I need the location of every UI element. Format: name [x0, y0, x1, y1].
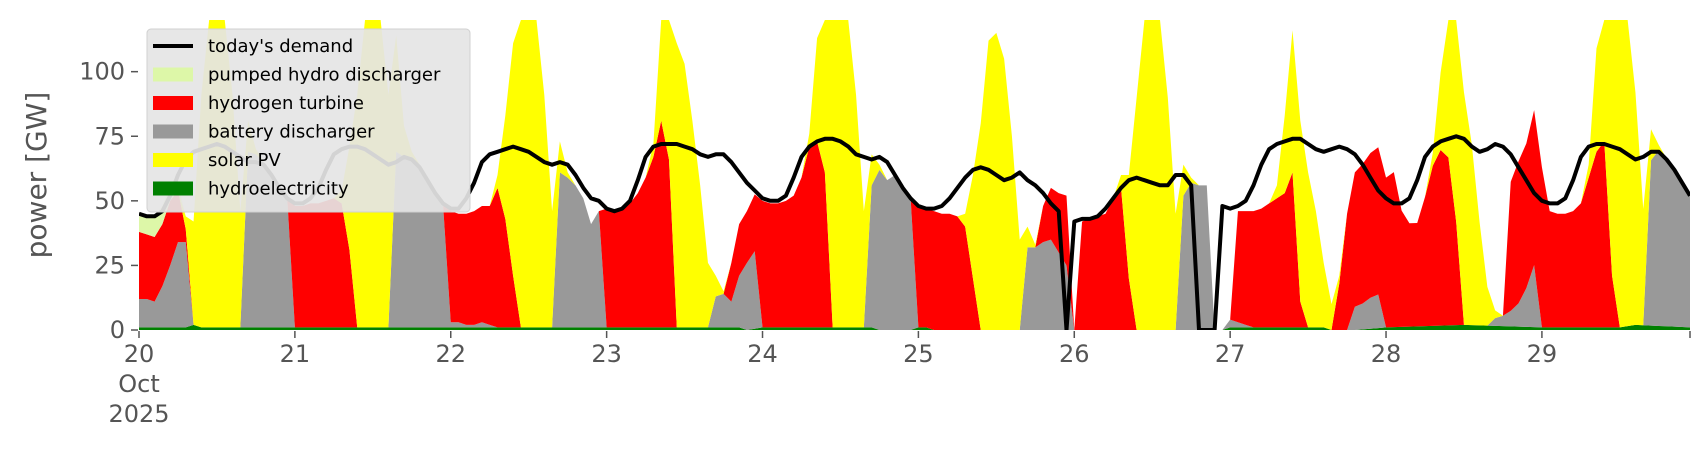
x-tick-label: 23: [591, 340, 622, 368]
x-tick-label: 26: [1059, 340, 1090, 368]
plot-area: [139, 20, 1690, 330]
legend-swatch-hydroelectricity: [153, 181, 193, 196]
x-tick-label: 22: [435, 340, 466, 368]
legend-label-today-s-demand: today's demand: [208, 36, 353, 57]
y-tick-label: 50: [94, 187, 125, 215]
x-tick-label: 24: [747, 340, 778, 368]
y-tick-label: 25: [94, 251, 125, 279]
legend-swatch-pumped-hydro-discharger: [153, 67, 193, 82]
legend-label-solar-pv: solar PV: [208, 150, 281, 171]
legend-label-hydrogen-turbine: hydrogen turbine: [208, 93, 364, 114]
legend-swatch-battery-discharger: [153, 124, 193, 139]
legend: today's demand pumped hydro discharger hyd…: [146, 28, 471, 213]
area-battery-discharger: [139, 150, 1690, 330]
legend-label-hydroelectricity: hydroelectricity: [208, 179, 349, 200]
y-axis-title: power [GW]: [20, 92, 53, 259]
area-solar-pv: [139, 20, 1690, 330]
area-hydrogen-turbine: [139, 110, 1690, 330]
area-hydroelectricity: [139, 324, 1690, 330]
x-tick-label: 21: [280, 340, 311, 368]
legend-swatch-hydrogen-turbine: [153, 96, 193, 110]
x-tick-sublabel: Oct: [118, 370, 160, 398]
y-tick-label: 100: [79, 58, 125, 86]
legend-label-battery-discharger: battery discharger: [208, 122, 375, 143]
x-tick-label: 29: [1527, 340, 1558, 368]
x-tick-label: 25: [903, 340, 934, 368]
x-tick-label: 28: [1371, 340, 1402, 368]
legend-label-pumped-hydro-discharger: pumped hydro discharger: [208, 65, 441, 86]
legend-swatch-solar-pv: [153, 153, 193, 167]
y-tick-label: 0: [110, 316, 125, 344]
x-tick-label: 20: [124, 340, 155, 368]
y-tick-label: 75: [94, 122, 125, 150]
x-tick-label: 27: [1215, 340, 1246, 368]
legend-box: [146, 28, 471, 213]
x-tick-sublabel: 2025: [108, 400, 169, 428]
